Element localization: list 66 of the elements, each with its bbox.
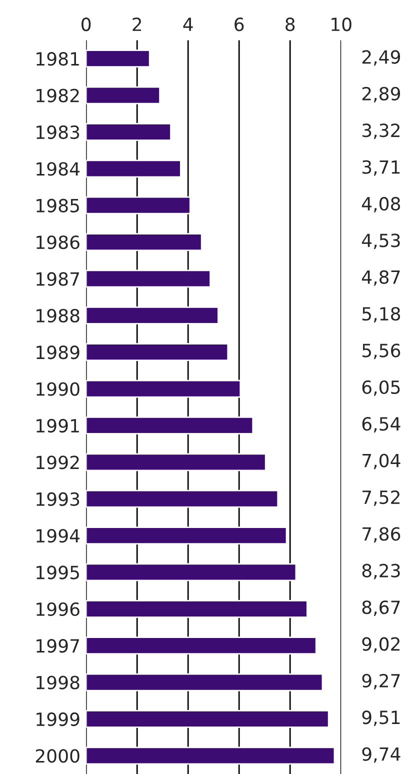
bar (86, 600, 308, 618)
bar (86, 526, 288, 544)
bar (86, 86, 160, 104)
data-label: 9,27 (362, 674, 400, 690)
data-label: 7,04 (362, 454, 400, 470)
bar (86, 453, 266, 472)
bar (86, 343, 229, 362)
data-label: 9,74 (362, 747, 400, 763)
y-tick-label: 1996 (36, 602, 80, 616)
data-label: 6,05 (362, 380, 400, 396)
x-tick-label: 2 (132, 18, 142, 31)
data-label: 4,53 (362, 234, 400, 250)
data-label: 8,23 (362, 564, 400, 580)
y-tick-label: 1982 (36, 88, 79, 102)
bar (86, 123, 172, 141)
bar (86, 160, 182, 178)
bar (86, 306, 219, 324)
bar (86, 710, 330, 728)
bar (86, 270, 211, 288)
y-tick-label: 1987 (36, 272, 80, 286)
y-tick-label: 1991 (36, 418, 79, 433)
x-tick-label: 8 (286, 18, 295, 32)
y-tick-label: 1984 (36, 162, 80, 176)
data-label: 4,87 (362, 270, 400, 286)
data-label: 9,02 (362, 637, 400, 653)
data-label: 3,71 (362, 160, 400, 176)
y-tick-label: 1981 (36, 52, 79, 66)
bar (86, 636, 317, 655)
data-label: 7,52 (362, 490, 400, 506)
x-tick-label: 0 (82, 18, 91, 32)
y-tick-label: 1990 (36, 382, 80, 396)
bar (86, 233, 202, 251)
bar (86, 416, 254, 434)
bar (86, 50, 150, 68)
y-tick-label: 1998 (36, 676, 80, 690)
bar (86, 563, 297, 582)
bar (86, 746, 336, 765)
data-label: 2,49 (362, 50, 400, 66)
data-label: 5,18 (362, 306, 400, 322)
data-label: 8,67 (362, 600, 400, 616)
data-label: 4,08 (362, 196, 400, 212)
y-tick-label: 1994 (36, 528, 80, 543)
y-tick-label: 1983 (36, 125, 80, 140)
bar (86, 380, 242, 398)
x-tick-label: 6 (234, 18, 244, 32)
y-tick-label: 1993 (36, 492, 80, 506)
y-tick-label: 1992 (36, 456, 79, 470)
data-label: 3,32 (362, 124, 400, 140)
bar (86, 490, 279, 508)
data-label: 5,56 (362, 344, 400, 360)
data-label: 9,51 (362, 710, 400, 726)
data-label: 7,86 (362, 527, 400, 543)
bar (86, 673, 324, 692)
data-label: 2,89 (362, 86, 400, 102)
y-tick-label: 1997 (36, 639, 80, 653)
y-tick-label: 1986 (36, 235, 80, 250)
x-tick-label: 10 (332, 18, 352, 32)
y-tick-label: 1999 (36, 712, 80, 726)
x-tick-label: 4 (183, 18, 193, 31)
y-tick-label: 1989 (36, 346, 80, 360)
y-tick-label: 1988 (36, 308, 80, 323)
data-label: 6,54 (362, 417, 400, 433)
bar (86, 196, 191, 214)
y-tick-label: 2000 (36, 749, 80, 763)
y-tick-label: 1985 (36, 198, 79, 212)
y-tick-label: 1995 (36, 566, 79, 580)
